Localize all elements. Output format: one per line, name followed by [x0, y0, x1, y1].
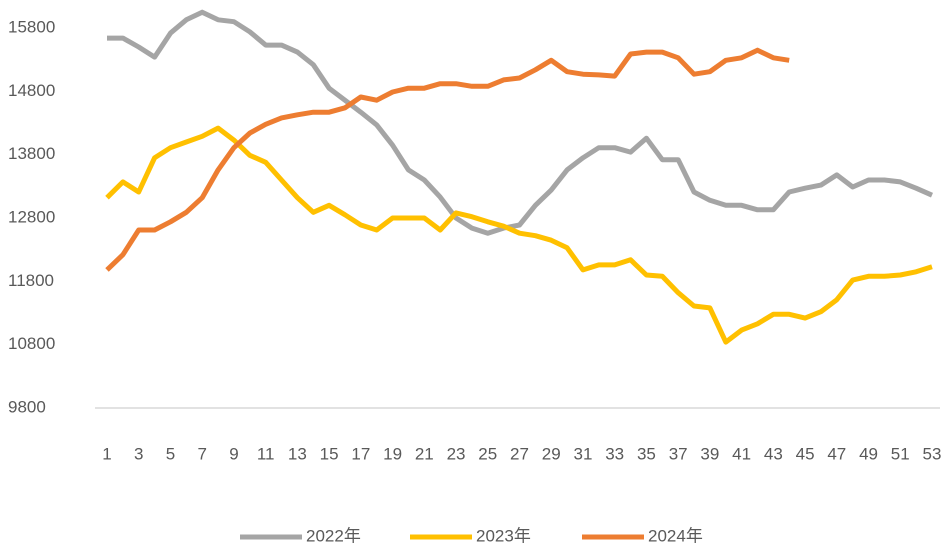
x-tick-label: 47: [827, 444, 846, 463]
y-tick-label: 12800: [8, 207, 55, 226]
x-tick-label: 13: [288, 444, 307, 463]
legend-label: 2022年: [306, 526, 361, 545]
x-tick-label: 23: [447, 444, 466, 463]
legend-label: 2024年: [648, 526, 703, 545]
y-tick-label: 14800: [8, 81, 55, 100]
x-tick-label: 17: [351, 444, 370, 463]
x-tick-label: 53: [923, 444, 942, 463]
x-tick-label: 19: [383, 444, 402, 463]
x-tick-label: 39: [700, 444, 719, 463]
x-tick-label: 25: [478, 444, 497, 463]
x-tick-label: 35: [637, 444, 656, 463]
x-tick-label: 7: [197, 444, 206, 463]
x-tick-label: 43: [764, 444, 783, 463]
x-tick-label: 21: [415, 444, 434, 463]
y-tick-label: 15800: [8, 17, 55, 36]
y-tick-label: 10800: [8, 334, 55, 353]
x-tick-label: 27: [510, 444, 529, 463]
legend-label: 2023年: [476, 526, 531, 545]
x-tick-label: 15: [320, 444, 339, 463]
x-tick-label: 49: [859, 444, 878, 463]
x-tick-label: 3: [134, 444, 143, 463]
x-tick-label: 51: [891, 444, 910, 463]
y-tick-label: 9800: [8, 397, 46, 416]
x-tick-label: 37: [669, 444, 688, 463]
x-tick-label: 5: [166, 444, 175, 463]
x-tick-label: 11: [257, 444, 275, 463]
x-tick-label: 31: [574, 444, 593, 463]
x-tick-label: 1: [102, 444, 111, 463]
x-tick-label: 45: [796, 444, 815, 463]
x-tick-label: 29: [542, 444, 561, 463]
x-tick-label: 41: [732, 444, 751, 463]
series-line: [107, 9, 934, 236]
series-line: [105, 47, 790, 272]
series-line: [105, 125, 933, 345]
y-tick-label: 11800: [8, 271, 54, 290]
x-tick-label: 33: [605, 444, 624, 463]
x-tick-label: 9: [229, 444, 238, 463]
y-tick-label: 13800: [8, 144, 55, 163]
